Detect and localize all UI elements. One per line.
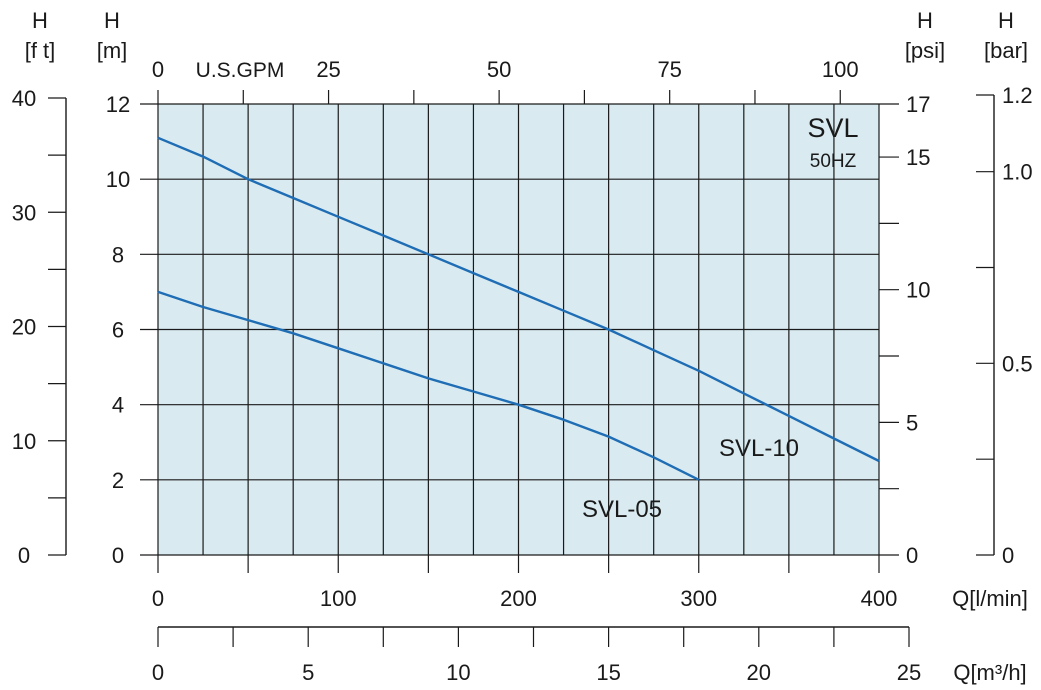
series-curve-svl-10 bbox=[157, 136, 880, 463]
m3h-tick-label: 25 bbox=[897, 660, 921, 685]
ft-tick-label: 10 bbox=[12, 429, 36, 454]
y-tick-label: 8 bbox=[112, 242, 124, 267]
series-label-svl-05: SVL-05 bbox=[582, 496, 662, 523]
ft-header-h: H bbox=[32, 8, 48, 33]
x-axis-label: Q[l/min] bbox=[952, 586, 1028, 611]
m3h-tick-label: 5 bbox=[302, 660, 314, 685]
m3h-tick-label: 20 bbox=[747, 660, 771, 685]
m3h-axis-label: Q[m³/h] bbox=[953, 660, 1026, 685]
ft-tick-label: 0 bbox=[18, 543, 30, 568]
m-header-h: H bbox=[104, 8, 120, 33]
m3h-tick-label: 0 bbox=[152, 660, 164, 685]
psi-tick-label: 15 bbox=[906, 145, 930, 170]
series-label-svl-10: SVL-10 bbox=[719, 435, 799, 462]
bar-header-unit: [bar] bbox=[984, 38, 1028, 63]
x-tick-label: 300 bbox=[680, 586, 717, 611]
series-curve-svl-05 bbox=[157, 290, 700, 481]
performance-curves: SVL-10 SVL-05 bbox=[157, 136, 880, 523]
x-tick-label: 400 bbox=[861, 586, 898, 611]
y-tick-label: 4 bbox=[112, 393, 124, 418]
m-header-unit: [m] bbox=[97, 38, 128, 63]
gpm-tick-label: 50 bbox=[487, 57, 511, 82]
m3h-tick-label: 15 bbox=[596, 660, 620, 685]
psi-header-unit: [psi] bbox=[905, 38, 945, 63]
gpm-tick-label: 75 bbox=[657, 57, 681, 82]
gpm-unit-label: U.S.GPM bbox=[196, 59, 285, 82]
x-tick-label: 0 bbox=[152, 586, 164, 611]
x-tick-label: 100 bbox=[320, 586, 357, 611]
psi-tick-label: 5 bbox=[906, 410, 918, 435]
psi-tick-label: 0 bbox=[906, 543, 918, 568]
ft-tick-label: 20 bbox=[12, 315, 36, 340]
psi-tick-label: 17 bbox=[906, 92, 930, 117]
chart-title: SVL bbox=[807, 113, 858, 143]
bar-tick-label: 1.0 bbox=[1002, 160, 1033, 185]
bar-tick-label: 0 bbox=[1002, 543, 1014, 568]
gpm-tick-label: 25 bbox=[316, 57, 340, 82]
y-tick-label: 10 bbox=[106, 167, 130, 192]
gpm-tick-label: 100 bbox=[822, 57, 859, 82]
bar-tick-label: 0.5 bbox=[1002, 351, 1033, 376]
y-tick-label: 0 bbox=[112, 543, 124, 568]
ft-tick-label: 30 bbox=[12, 200, 36, 225]
ft-tick-label: 40 bbox=[12, 86, 36, 111]
psi-tick-label: 10 bbox=[906, 278, 930, 303]
y-tick-label: 2 bbox=[112, 468, 124, 493]
m3h-tick-label: 10 bbox=[446, 660, 470, 685]
chart-subtitle: 50HZ bbox=[810, 151, 857, 172]
bar-header-h: H bbox=[998, 8, 1014, 33]
bar-tick-label: 1.2 bbox=[1002, 83, 1033, 108]
gpm-tick-label: 0 bbox=[152, 57, 164, 82]
x-tick-label: 200 bbox=[500, 586, 537, 611]
y-tick-label: 6 bbox=[112, 318, 124, 343]
psi-header-h: H bbox=[917, 8, 933, 33]
ft-header-unit: [f t] bbox=[25, 38, 56, 63]
y-tick-label: 12 bbox=[106, 92, 130, 117]
